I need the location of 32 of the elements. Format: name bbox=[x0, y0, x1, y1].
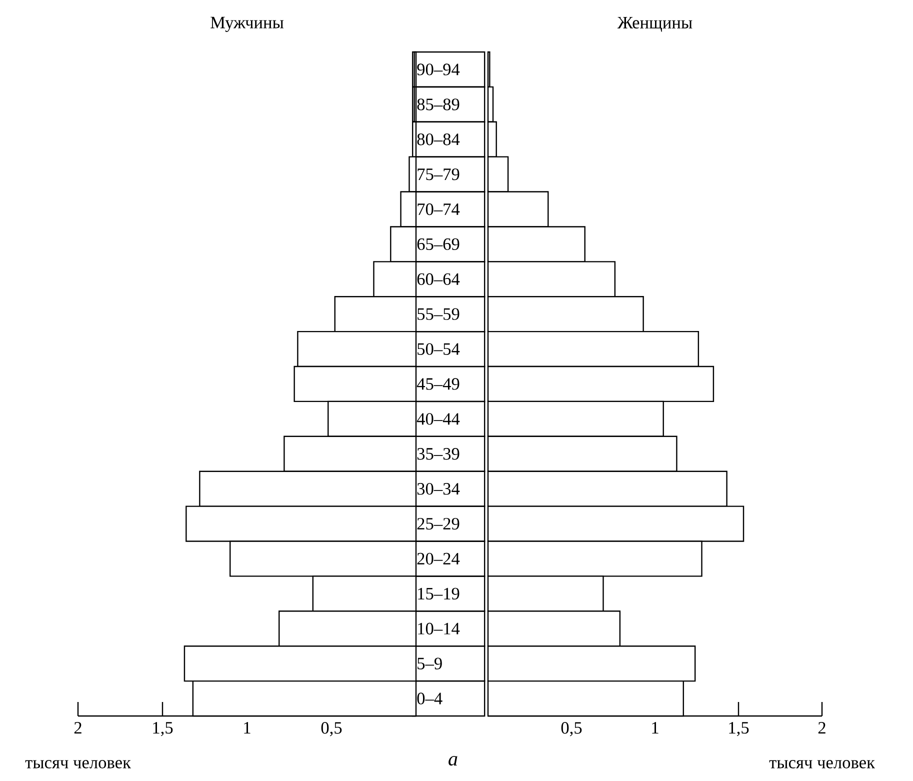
y-tick-label: 45–49 bbox=[416, 378, 460, 390]
y-tick-label: 60–64 bbox=[417, 273, 460, 285]
y-tick-label: 20–24 bbox=[417, 552, 460, 565]
y-tick-label: 75–79 bbox=[418, 168, 460, 180]
y-tick-label: 15–19 bbox=[418, 588, 460, 600]
y-tick-label: 85–89 bbox=[417, 98, 460, 110]
text: а bbox=[448, 756, 458, 766]
x-tick-label: 0,5 bbox=[561, 722, 582, 736]
y-tick-label: 40–44 bbox=[416, 413, 460, 425]
x-tick-label: 1,5 bbox=[729, 722, 749, 736]
x-tick-label: 1 bbox=[244, 722, 250, 734]
y-tick-label: 30–34 bbox=[417, 482, 460, 495]
y-tick-label: 55–59 bbox=[418, 308, 460, 320]
y-tick-label: 35–39 bbox=[417, 448, 460, 460]
text: тысяч человек bbox=[769, 760, 875, 768]
x-tick-label: 2 bbox=[74, 722, 82, 734]
y-tick-label: 70–74 bbox=[418, 203, 460, 216]
chart-title: Женщины bbox=[617, 16, 692, 32]
y-tick-label: 65–69 bbox=[417, 238, 460, 250]
x-tick-label: 1 bbox=[652, 722, 658, 734]
chart-title: Мужчины bbox=[210, 16, 284, 32]
y-tick-label: 25–29 bbox=[417, 518, 460, 530]
y-tick-label: 50–54 bbox=[418, 343, 460, 355]
text: тысяч человек bbox=[25, 760, 131, 768]
y-tick-label: 80–84 bbox=[417, 134, 460, 146]
x-tick-label: 0,5 bbox=[321, 722, 342, 736]
y-tick-label: 5–9 bbox=[418, 658, 442, 670]
x-tick-label: 1,5 bbox=[153, 722, 173, 736]
y-tick-label: 10–14 bbox=[418, 622, 460, 634]
y-tick-label: 90–94 bbox=[417, 64, 460, 76]
x-tick-label: 2 bbox=[818, 722, 826, 734]
y-tick-label: 0–4 bbox=[417, 692, 442, 704]
